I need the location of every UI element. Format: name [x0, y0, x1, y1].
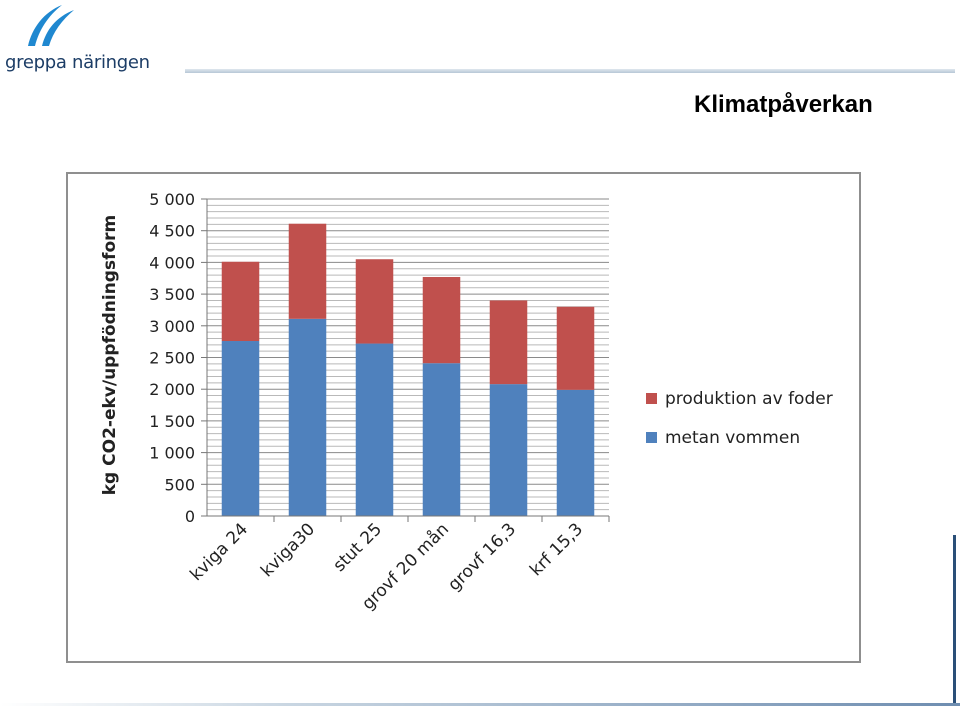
brand-logo: greppa näringen — [0, 0, 160, 80]
y-tick-label: 0 — [185, 507, 195, 526]
header-divider — [185, 69, 955, 73]
y-tick-label: 5 000 — [149, 190, 195, 209]
slide-title: Klimatpåverkan — [694, 91, 873, 118]
bar-produktion-av-foder — [355, 259, 394, 344]
bar-metan-vommen — [221, 341, 260, 516]
bars — [221, 223, 595, 516]
y-tick-label: 4 500 — [149, 222, 195, 241]
x-category-label: grovf 16,3 — [444, 519, 520, 595]
bar-produktion-av-foder — [288, 223, 327, 319]
legend: produktion av foder metan vommen — [646, 389, 833, 448]
y-tick-label: 3 000 — [149, 317, 195, 336]
y-tick-label: 1 000 — [149, 444, 195, 463]
y-tick-label: 500 — [164, 475, 195, 494]
y-tick-label: 2 500 — [149, 349, 195, 368]
bar-produktion-av-foder — [489, 300, 528, 385]
x-category-label: kviga30 — [257, 519, 319, 581]
legend-swatch — [646, 432, 657, 443]
x-category-label: stut 25 — [329, 519, 386, 576]
bar-metan-vommen — [355, 343, 394, 516]
bar-metan-vommen — [489, 384, 528, 516]
legend-label: produktion av foder — [665, 389, 833, 409]
gridlines — [207, 198, 609, 517]
bar-metan-vommen — [556, 389, 595, 516]
y-tick-label: 2 000 — [149, 380, 195, 399]
stacked-bar-chart: 0 500 1 000 1 500 2 000 2 500 3 000 3 500 4 000 4… — [100, 190, 833, 614]
y-tick-label: 4 000 — [149, 253, 195, 272]
x-category-label: kviga 24 — [186, 519, 252, 585]
legend-swatch — [646, 393, 657, 404]
y-tick-label: 3 500 — [149, 285, 195, 304]
bar-metan-vommen — [288, 318, 327, 516]
legend-label: metan vommen — [665, 428, 800, 448]
chart-frame: 0 500 1 000 1 500 2 000 2 500 3 000 3 500 4 000 4… — [66, 172, 861, 663]
bottom-edge-rule — [0, 703, 960, 706]
x-category-label: krf 15,3 — [526, 519, 587, 580]
brand-name: greppa näringen — [5, 52, 150, 73]
y-axis-label: kg CO2-ekv/uppfödningsform — [100, 215, 120, 496]
greppa-naringen-swoosh-logo-icon — [28, 5, 74, 46]
y-tick-label: 1 500 — [149, 412, 195, 431]
bar-produktion-av-foder — [556, 306, 595, 390]
bar-metan-vommen — [422, 363, 461, 516]
right-edge-rule — [953, 535, 956, 705]
bar-produktion-av-foder — [422, 276, 461, 364]
bar-produktion-av-foder — [221, 261, 260, 342]
